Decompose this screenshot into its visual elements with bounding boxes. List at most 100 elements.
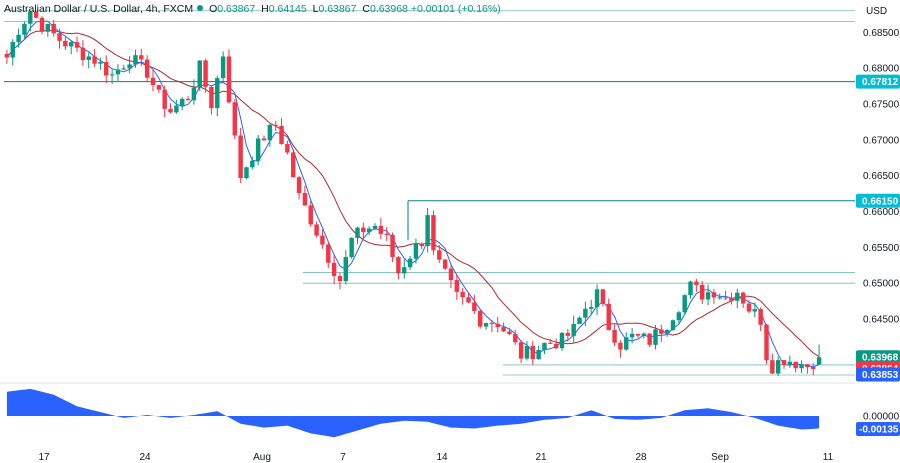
candle-body — [33, 11, 39, 18]
candle-body — [460, 291, 465, 298]
candle-body — [600, 289, 606, 304]
price-tag-box — [856, 350, 900, 365]
oscillator-tag-label: -0.00135 — [859, 425, 899, 436]
candle-body — [571, 323, 576, 336]
candle-body — [366, 228, 372, 233]
candle-body — [676, 312, 682, 321]
candle-body — [781, 360, 787, 366]
candle-body — [670, 320, 676, 330]
candle-body — [431, 215, 436, 251]
candle-body — [320, 235, 325, 245]
candle-body — [68, 42, 74, 47]
candle-body — [215, 78, 220, 109]
candlesticks — [4, 10, 822, 376]
price-tick-label: 0.67500 — [863, 99, 900, 110]
candle-body — [764, 324, 769, 361]
candle-body — [647, 333, 652, 345]
candle-body — [384, 233, 389, 235]
candle-body — [682, 295, 687, 313]
price-tick-label: 0.68500 — [863, 28, 900, 39]
market-status-icon — [197, 5, 204, 11]
candle-body — [331, 262, 337, 277]
candle-body — [28, 11, 33, 24]
candle-body — [279, 125, 284, 144]
candle-body — [483, 323, 489, 327]
candle-body — [261, 138, 267, 141]
candle-body — [238, 135, 243, 178]
price-tag-label: 0.67812 — [862, 77, 899, 88]
candle-body — [454, 280, 460, 292]
moving-averages — [6, 20, 820, 368]
candle-body — [711, 292, 717, 298]
candle-body — [156, 85, 162, 90]
candle-body — [407, 258, 413, 268]
candle-body — [314, 224, 319, 236]
candle-body — [361, 227, 366, 233]
time-tick-label: 24 — [139, 452, 151, 463]
candle-body — [203, 60, 208, 87]
price-tick-label: 0.68000 — [863, 64, 900, 75]
candle-body — [51, 23, 56, 34]
candle-body — [501, 327, 506, 332]
candle-body — [308, 205, 313, 225]
time-tick-label: Sep — [711, 452, 729, 463]
oscillator-tick-label: 0.00000 — [863, 411, 900, 422]
candle-body — [793, 361, 798, 369]
candle-body — [285, 143, 290, 153]
candle-body — [799, 364, 804, 369]
candle-body — [378, 225, 384, 234]
candle-body — [618, 342, 623, 350]
candle-body — [22, 23, 27, 35]
candle-body — [472, 302, 477, 312]
candle-body — [688, 281, 693, 296]
change-value: +0.00101 (+0.16%) — [410, 3, 501, 15]
candle-body — [185, 98, 191, 101]
candle-body — [437, 250, 442, 260]
candle-body — [250, 160, 255, 168]
time-tick-label: 17 — [38, 452, 50, 463]
price-tick-label: 0.66000 — [863, 207, 900, 218]
price-tick-label: 0.66500 — [863, 171, 900, 182]
candle-body — [10, 42, 15, 58]
candle-body — [629, 333, 635, 338]
candle-body — [255, 138, 261, 161]
candle-body — [524, 345, 530, 359]
candle-body — [337, 276, 343, 282]
candle-body — [659, 329, 664, 334]
price-tag: 0.63968 — [856, 350, 900, 365]
candle-body — [220, 56, 226, 79]
price-tick-label: 0.65500 — [863, 243, 900, 254]
candle-body — [98, 62, 103, 64]
price-tag-label: 0.63968 — [862, 353, 899, 364]
candle-body — [39, 17, 45, 32]
candle-body — [402, 267, 407, 274]
open-label: O — [209, 3, 218, 15]
low-label: L — [312, 3, 319, 15]
price-tick-label: 0.64500 — [863, 315, 900, 326]
candle-body — [302, 193, 308, 206]
candle-body — [705, 292, 711, 300]
candle-body — [121, 68, 126, 70]
price-tag-box — [856, 193, 900, 208]
candle-body — [717, 297, 722, 299]
candle-body — [700, 284, 705, 300]
time-tick-label: Aug — [253, 452, 271, 463]
price-tag-label: 0.63853 — [862, 370, 899, 381]
price-tick-label: 0.65000 — [863, 279, 900, 290]
candle-body — [442, 259, 448, 269]
high-label: H — [261, 3, 269, 15]
candle-body — [168, 108, 173, 113]
candle-body — [197, 60, 202, 88]
candle-body — [355, 227, 360, 238]
price-tag: 0.67812 — [856, 74, 900, 89]
candle-body — [209, 86, 214, 109]
slow-moving-average-line — [6, 29, 820, 358]
close-label: C — [362, 3, 370, 15]
candle-body — [729, 297, 734, 301]
candle-body — [16, 34, 21, 43]
candle-body — [507, 331, 512, 335]
candle-body — [291, 152, 296, 178]
candle-body — [664, 329, 670, 334]
